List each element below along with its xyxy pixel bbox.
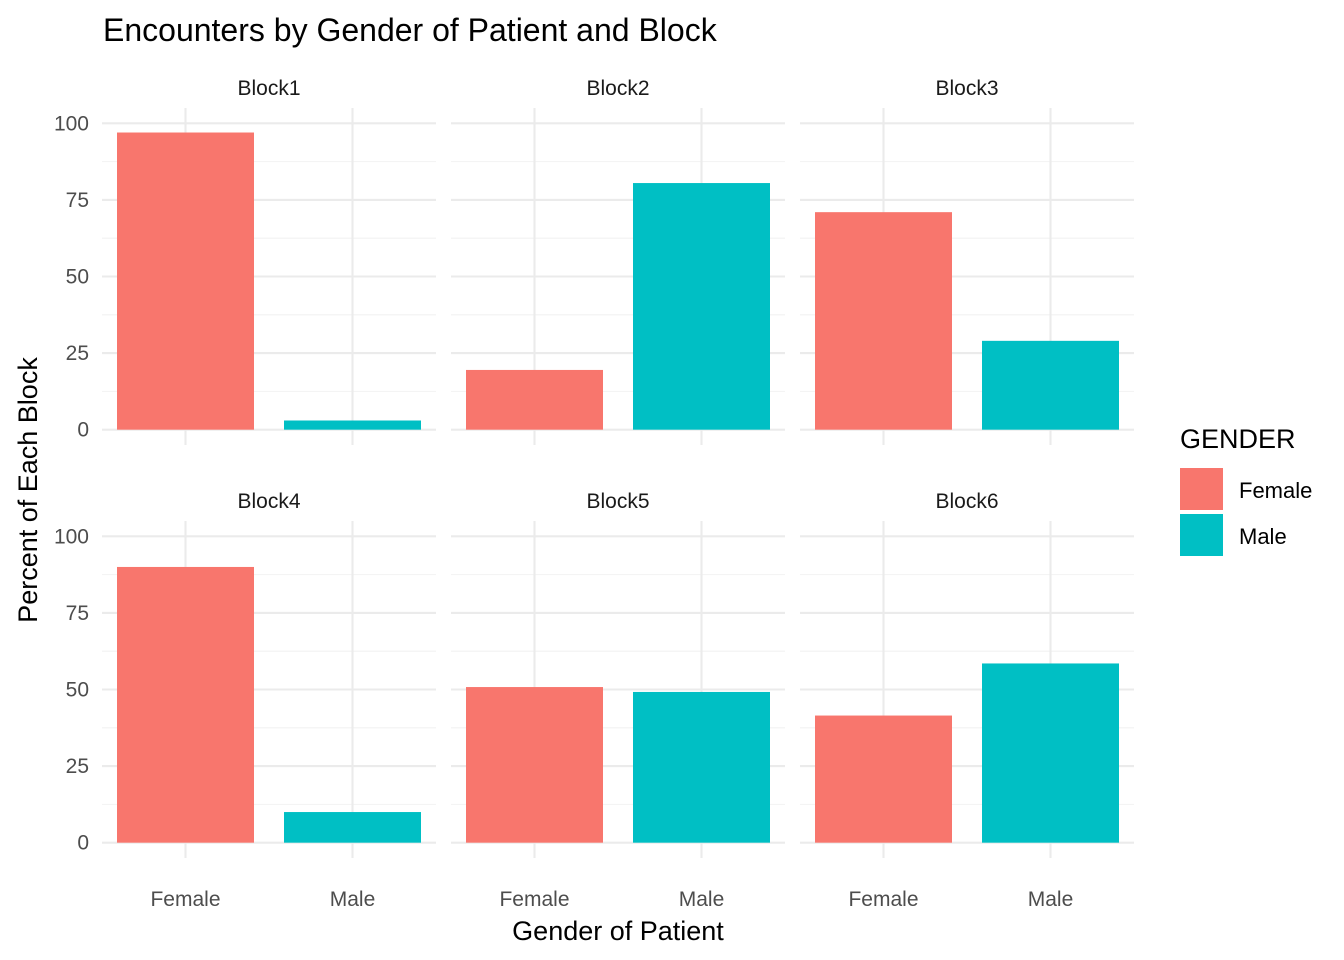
y-tick-label: 25 [66,342,89,365]
facet-label-block3: Block3 [935,77,998,100]
x-tick-label: Female [150,888,220,911]
panel-block4: Block4 0 25 50 75 100 Female Male [54,490,436,911]
facet-label-block2: Block2 [586,77,649,100]
bar-block4-female [117,566,254,843]
x-tick-label: Male [330,888,376,911]
y-tick-label: 75 [66,189,89,212]
y-tick-label: 0 [77,419,89,442]
facet-label-block1: Block1 [237,77,300,100]
x-tick-label: Female [499,888,569,911]
panel-block6: Block6 Female Male [800,490,1134,911]
y-tick-label: 50 [66,679,89,702]
legend-label-female: Female [1239,478,1312,503]
panel-block5: Block5 Female Male [451,490,785,911]
x-tick-label: Female [848,888,918,911]
y-tick-label: 25 [66,755,89,778]
facet-label-block6: Block6 [935,490,998,513]
legend-title: GENDER [1180,424,1296,454]
bar-block5-male [633,691,770,843]
x-axis-title: Gender of Patient [512,916,724,946]
y-tick-label: 100 [54,112,89,135]
bar-block2-male [633,183,770,430]
bar-block3-male [982,340,1119,430]
bar-block1-male [284,420,421,430]
legend-label-male: Male [1239,524,1287,549]
bar-block6-male [982,663,1119,843]
bar-block5-female [466,687,603,843]
panel-block1: Block1 0 25 50 75 100 [54,77,436,445]
bar-block1-female [117,132,254,430]
y-tick-label: 100 [54,525,89,548]
legend: GENDER Female Male [1180,424,1312,556]
legend-swatch-male [1180,514,1223,556]
x-tick-label: Male [679,888,725,911]
panel-block2: Block2 [451,77,785,445]
y-tick-label: 75 [66,602,89,625]
chart-panels: Block1 0 25 50 75 100 Block2 Block3 Block4 0 25 50 7… [54,77,1134,911]
bar-block3-female [815,212,952,430]
bar-block4-male [284,812,421,843]
bar-block2-female [466,369,603,430]
x-tick-label: Male [1028,888,1074,911]
y-tick-label: 0 [77,832,89,855]
facet-label-block5: Block5 [586,490,649,513]
legend-swatch-female [1180,468,1223,510]
y-axis-title: Percent of Each Block [13,357,43,623]
bar-block6-female [815,715,952,843]
y-tick-label: 50 [66,266,89,289]
facet-label-block4: Block4 [237,490,300,513]
chart-title: Encounters by Gender of Patient and Bloc… [103,12,718,48]
panel-block3: Block3 [800,77,1134,445]
